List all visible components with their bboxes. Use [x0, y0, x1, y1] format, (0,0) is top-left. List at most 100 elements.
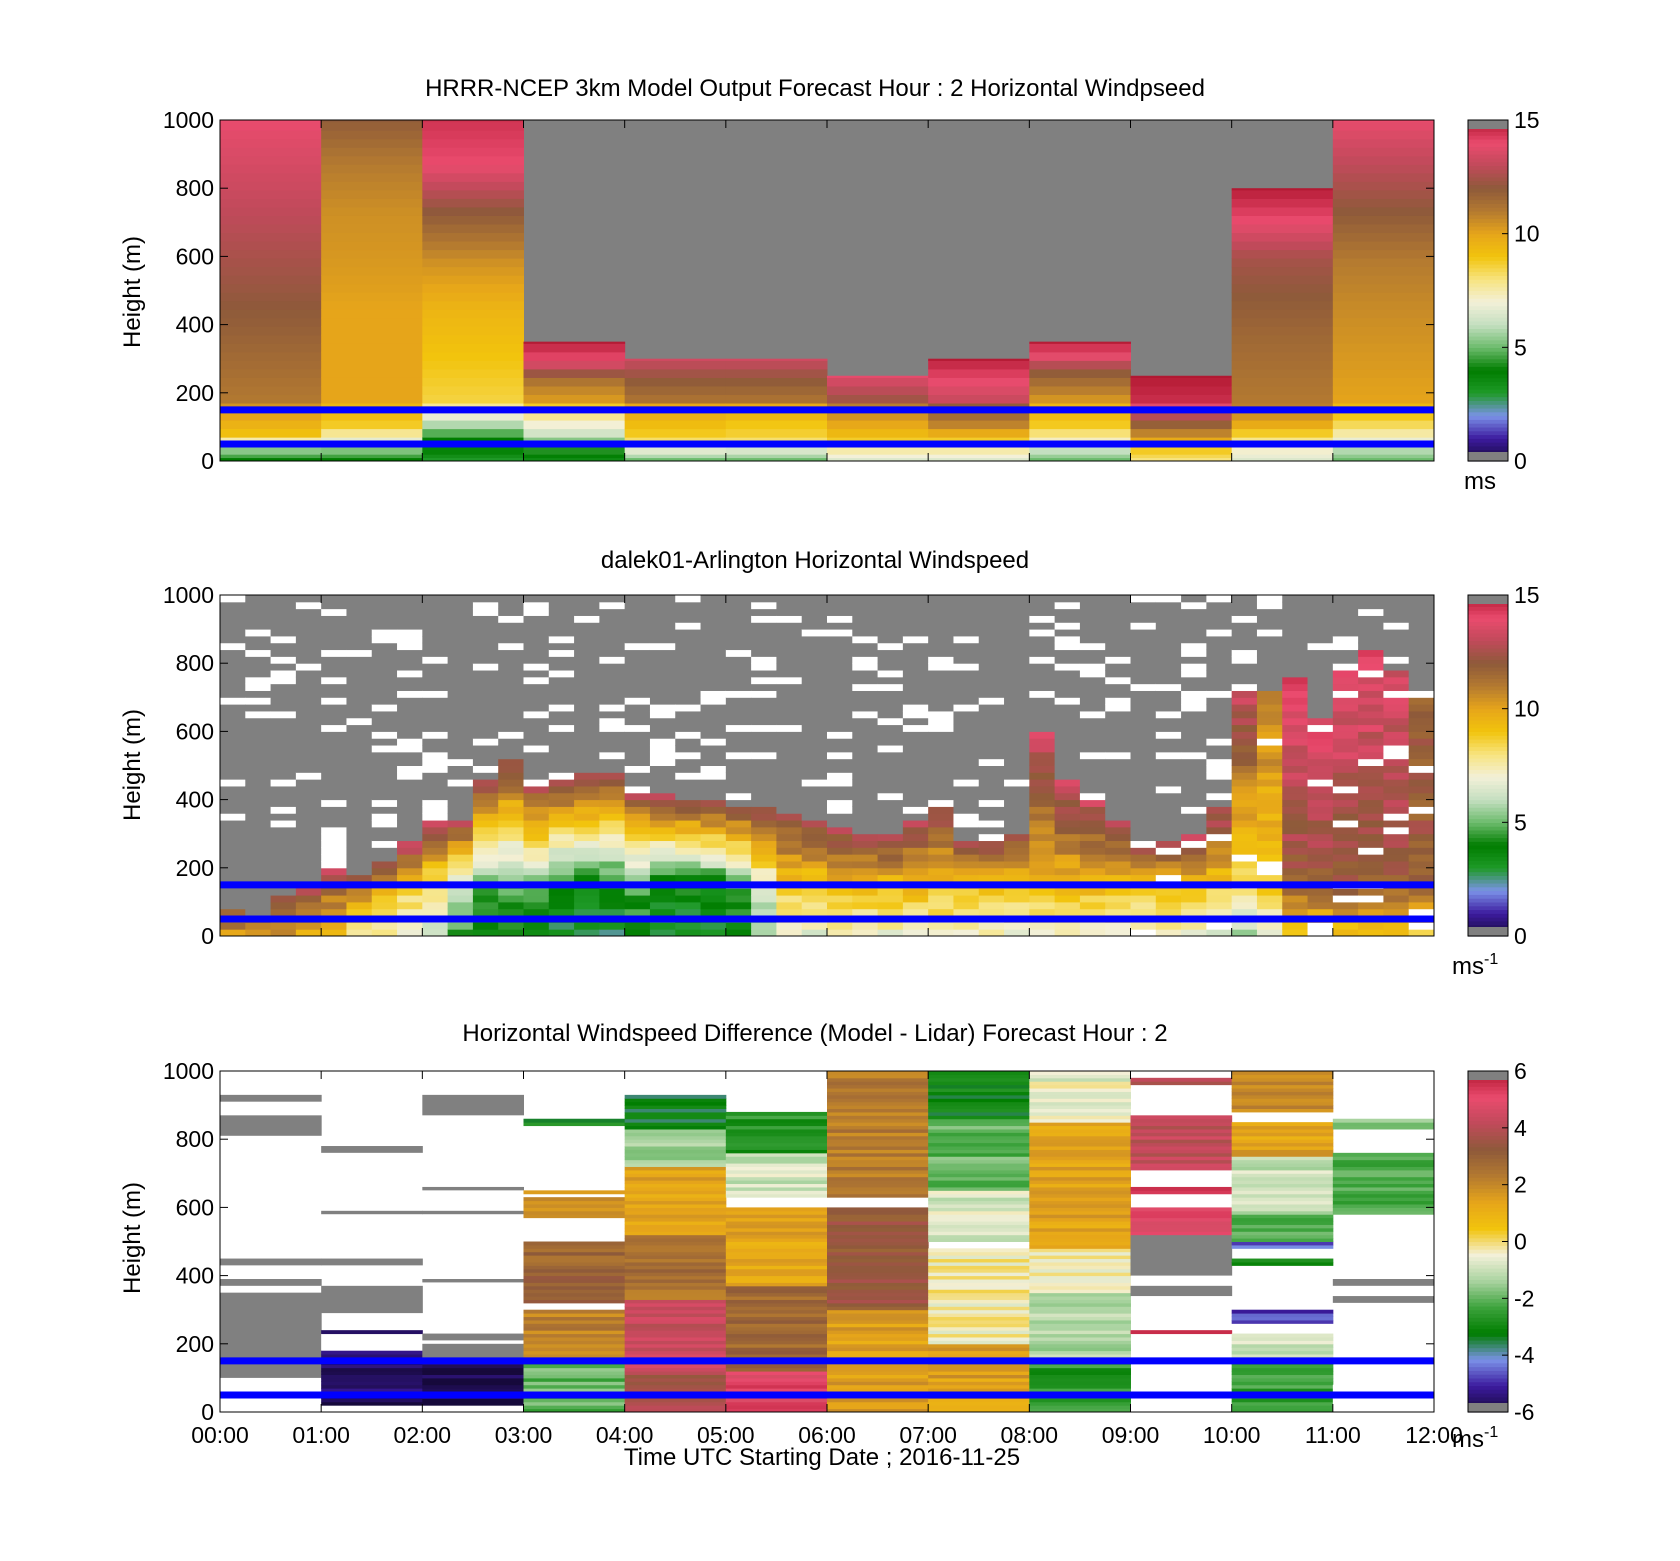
heatmap-cell — [295, 785, 322, 794]
colorbar-step — [1468, 860, 1508, 865]
heatmap-cell — [1332, 1186, 1435, 1191]
heatmap-cell — [1029, 1081, 1131, 1086]
colorbar-step — [1468, 1336, 1508, 1341]
colorbar-step — [1468, 663, 1508, 668]
heatmap-cell — [523, 1203, 626, 1208]
heatmap-cell — [1408, 745, 1435, 753]
heatmap-cell — [902, 867, 929, 876]
heatmap-cell — [1054, 840, 1081, 848]
heatmap-cell — [700, 717, 727, 726]
heatmap-cell — [1054, 717, 1081, 726]
heatmap-cell — [523, 1214, 626, 1219]
heatmap-cell — [1155, 758, 1182, 766]
colorbar-step — [1468, 184, 1508, 189]
heatmap-cell — [1383, 922, 1410, 930]
heatmap-cell — [498, 888, 524, 896]
heatmap-cell — [1383, 717, 1410, 726]
heatmap-cell — [1332, 683, 1359, 691]
heatmap-cell — [422, 840, 449, 848]
heatmap-cell — [1004, 745, 1030, 753]
heatmap-cell — [1004, 813, 1030, 821]
heatmap-cell — [953, 847, 980, 855]
heatmap-cell — [852, 595, 879, 603]
heatmap-cell — [295, 622, 322, 630]
heatmap-cell — [1079, 758, 1106, 766]
colorbar-step — [1468, 864, 1508, 869]
heatmap-cell — [1130, 377, 1233, 387]
heatmap-cell — [1332, 120, 1435, 123]
heatmap-cell — [295, 663, 322, 671]
heatmap-cell — [751, 908, 777, 917]
chart-title: Horizontal Windspeed Difference (Model -… — [462, 1020, 1167, 1047]
heatmap-cell — [1004, 765, 1030, 773]
colorbar-step — [1468, 1150, 1508, 1155]
heatmap-cell — [624, 1200, 727, 1205]
heatmap-cell — [321, 663, 347, 671]
heatmap-cell — [624, 1139, 727, 1144]
colorbar-step — [1468, 795, 1508, 801]
heatmap-cell — [422, 806, 449, 814]
colorbar-step — [1468, 1340, 1508, 1345]
heatmap-cell — [422, 385, 524, 396]
heatmap-cell — [827, 1248, 929, 1253]
heatmap-cell — [523, 1408, 626, 1413]
heatmap-cell — [624, 601, 651, 610]
heatmap-cell — [827, 1340, 929, 1345]
colorbar-step — [1468, 792, 1508, 797]
heatmap-cell — [1029, 454, 1131, 459]
heatmap-band — [1130, 1285, 1233, 1297]
heatmap-cell — [1130, 1217, 1233, 1222]
colorbar-step — [1468, 905, 1508, 911]
y-tick-label: 0 — [201, 1399, 214, 1425]
heatmap-cell — [1358, 779, 1384, 787]
heatmap-cell — [1029, 1299, 1131, 1304]
heatmap-cell — [1181, 690, 1207, 698]
colorbar-step — [1468, 1203, 1508, 1208]
heatmap-cell — [649, 649, 676, 657]
heatmap-cell — [1231, 1108, 1334, 1113]
heatmap-cell — [321, 292, 423, 302]
heatmap-cell — [978, 799, 1005, 807]
heatmap-cell — [1130, 635, 1157, 644]
heatmap-cell — [827, 1292, 929, 1297]
heatmap-cell — [1155, 676, 1182, 685]
heatmap-cell — [1383, 901, 1410, 910]
heatmap-cell — [1206, 847, 1233, 855]
heatmap-cell — [1029, 690, 1056, 698]
heatmap-cell — [1332, 635, 1359, 644]
heatmap-cell — [523, 1336, 626, 1341]
heatmap-cell — [1231, 224, 1334, 234]
heatmap-cell — [1307, 717, 1334, 726]
heatmap-cell — [801, 615, 828, 623]
heatmap-cell — [1181, 731, 1207, 739]
heatmap-cell — [321, 215, 423, 225]
heatmap-cell — [827, 1306, 929, 1311]
colorbar-step — [1468, 131, 1508, 136]
heatmap-cell — [852, 888, 879, 896]
heatmap-cell — [220, 663, 246, 671]
heatmap-cell — [624, 1367, 727, 1372]
heatmap-cell — [827, 1207, 929, 1212]
heatmap-cell — [1029, 854, 1056, 862]
heatmap-cell — [498, 635, 524, 644]
colorbar-step — [1468, 407, 1508, 413]
heatmap-cell — [321, 731, 347, 739]
heatmap-cell — [827, 1265, 929, 1270]
heatmap-cell — [725, 1289, 828, 1294]
heatmap-cell — [725, 1354, 828, 1358]
heatmap-cell — [321, 232, 423, 242]
heatmap-cell — [523, 731, 550, 739]
heatmap-cell — [953, 820, 980, 828]
colorbar-step — [1468, 1214, 1508, 1220]
heatmap-cell — [220, 377, 322, 387]
heatmap-cell — [1029, 1241, 1131, 1246]
heatmap-cell — [548, 717, 575, 726]
heatmap-cell — [371, 895, 398, 903]
heatmap-cell — [422, 595, 449, 603]
heatmap-cell — [1029, 1258, 1131, 1263]
colorbar-step — [1468, 867, 1508, 873]
heatmap-cell — [852, 751, 879, 760]
heatmap-cell — [624, 1285, 727, 1290]
heatmap-cell — [978, 649, 1005, 657]
heatmap-cell — [1155, 608, 1182, 616]
